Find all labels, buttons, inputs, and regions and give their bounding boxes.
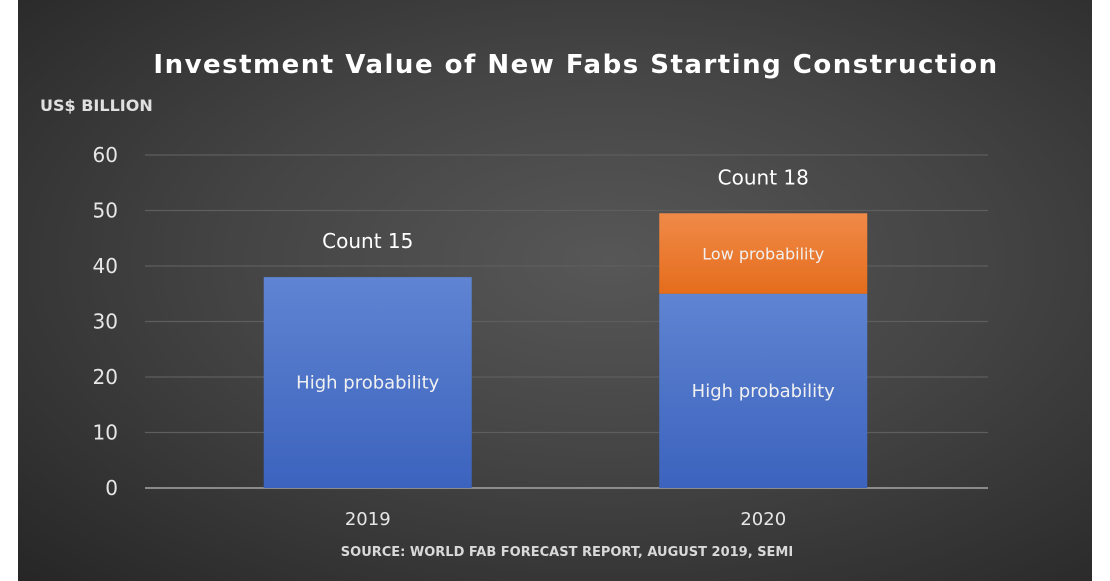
count-annotation: Count 18 bbox=[718, 165, 809, 189]
bar-segment-label: Low probability bbox=[702, 245, 824, 264]
y-tick-label: 50 bbox=[93, 199, 118, 223]
y-tick-label: 20 bbox=[93, 365, 118, 389]
y-tick-label: 30 bbox=[93, 310, 118, 334]
y-axis-label: US$ BILLION bbox=[40, 96, 153, 115]
x-tick-label: 2019 bbox=[345, 509, 391, 530]
source-note: SOURCE: WORLD FAB FORECAST REPORT, AUGUS… bbox=[341, 545, 793, 560]
x-tick-label: 2020 bbox=[740, 509, 786, 530]
y-tick-label: 60 bbox=[93, 143, 118, 167]
bar-segment-label: High probability bbox=[296, 373, 439, 394]
y-tick-label: 10 bbox=[93, 421, 118, 445]
y-tick-label: 0 bbox=[105, 476, 118, 500]
y-tick-label: 40 bbox=[93, 254, 118, 278]
count-annotation: Count 15 bbox=[322, 229, 413, 253]
bar-high-probability-2020 bbox=[659, 293, 868, 488]
chart-title: Investment Value of New Fabs Starting Co… bbox=[153, 50, 998, 80]
bar-low-probability-2020 bbox=[659, 213, 868, 294]
bar-high-probability-2019 bbox=[263, 277, 472, 488]
chart-background bbox=[18, 0, 1092, 581]
bar-segment-label: High probability bbox=[692, 381, 835, 402]
